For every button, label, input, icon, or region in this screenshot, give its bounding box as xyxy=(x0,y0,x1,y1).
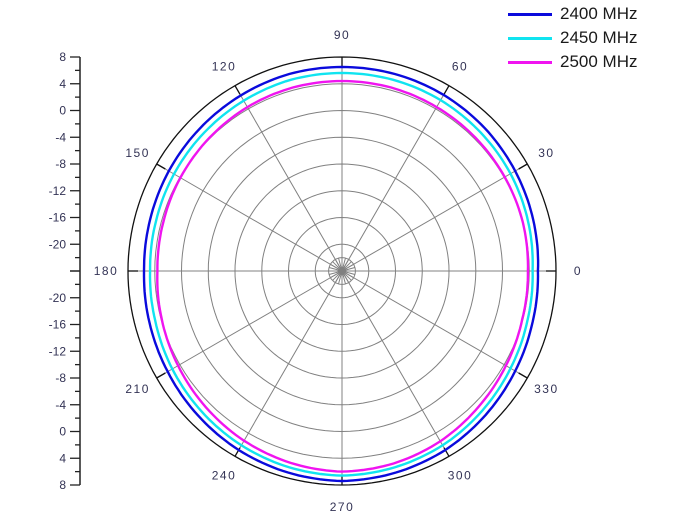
legend-swatch-2450 xyxy=(508,36,552,40)
angle-tick-label: 210 xyxy=(125,382,150,396)
legend-item-2500: 2500 MHz xyxy=(508,50,637,74)
radial-tick-label: -20 xyxy=(49,237,67,251)
series-line-2400-mhz xyxy=(142,65,540,483)
angle-tick-label: 60 xyxy=(452,60,468,74)
angle-tick-label: 30 xyxy=(538,146,554,160)
radial-tick-label: -8 xyxy=(55,371,66,385)
legend-item-2450: 2450 MHz xyxy=(508,26,637,50)
radial-tick-label: -8 xyxy=(55,157,66,171)
angle-tick-label: 180 xyxy=(94,264,119,278)
legend-swatch-2500 xyxy=(508,60,552,64)
angle-gridline xyxy=(341,270,450,457)
angular-gridlines xyxy=(128,57,556,485)
series-line-2500-mhz xyxy=(156,79,530,473)
angle-tick-label: 270 xyxy=(330,500,355,514)
radial-tick-label: 0 xyxy=(59,104,66,118)
radial-tick-label: 8 xyxy=(59,478,66,492)
angle-gridline xyxy=(234,85,343,272)
radial-tick-label: -12 xyxy=(49,344,67,358)
radial-axis: 8 8 4 4 0 0 -4 -4 -8 -8 -12 -12 -16 -16 -20 -20 xyxy=(49,50,81,492)
angle-tick-label: 150 xyxy=(125,146,150,160)
radial-tick-label: -12 xyxy=(49,184,67,198)
angle-tick-label: 330 xyxy=(534,382,559,396)
legend-label: 2500 MHz xyxy=(560,52,638,71)
radial-tick-label: -4 xyxy=(55,130,66,144)
radial-tick-label: -16 xyxy=(49,211,67,225)
series-line-2450-mhz xyxy=(148,71,534,477)
angle-gridline xyxy=(341,270,528,379)
radial-tick-label: -20 xyxy=(49,291,67,305)
radial-tick-label: 0 xyxy=(59,425,66,439)
radial-tick-label: 4 xyxy=(59,77,66,91)
data-series xyxy=(142,65,540,483)
radial-tick-label: 8 xyxy=(59,50,66,64)
angle-tick-label: 300 xyxy=(448,468,473,482)
legend-swatch-2400 xyxy=(508,12,552,16)
angle-labels: 0 30 60 90 120 150 180 210 240 270 300 330 xyxy=(94,28,582,514)
angle-gridline xyxy=(156,270,343,379)
angle-tick-label: 240 xyxy=(212,468,237,482)
angle-tick-label: 120 xyxy=(212,60,237,74)
legend-label: 2450 MHz xyxy=(560,28,638,47)
radial-tick-label: -16 xyxy=(49,318,67,332)
angle-tick-label: 0 xyxy=(574,264,582,278)
legend-label: 2400 MHz xyxy=(560,4,638,23)
angle-tick-label: 90 xyxy=(334,28,350,42)
angle-gridline xyxy=(156,163,343,272)
angle-gridline xyxy=(234,270,343,457)
angle-gridline xyxy=(341,163,528,272)
angle-gridline xyxy=(341,85,450,272)
legend: 2400 MHz 2450 MHz 2500 MHz xyxy=(508,2,637,74)
radial-tick-label: 4 xyxy=(59,451,66,465)
radial-tick-label: -4 xyxy=(55,398,66,412)
legend-item-2400: 2400 MHz xyxy=(508,2,637,26)
